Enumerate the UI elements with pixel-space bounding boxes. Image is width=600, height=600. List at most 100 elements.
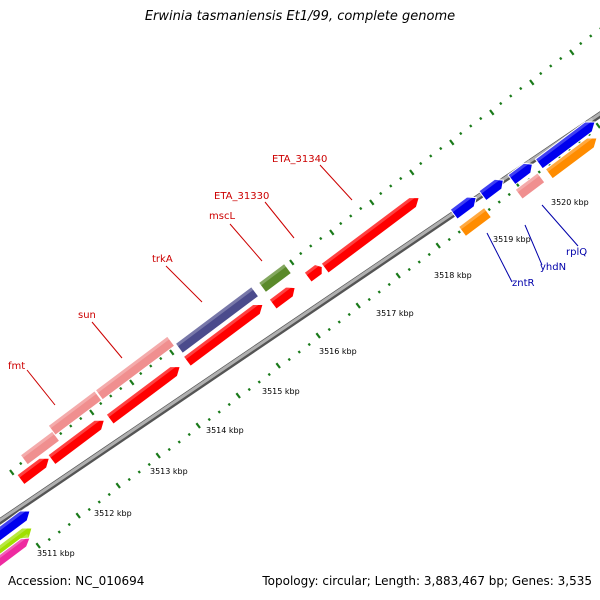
inner-tick <box>347 312 351 317</box>
leader-line-fmt <box>26 369 56 406</box>
gene-red-bar-3 <box>105 361 181 425</box>
inner-tick <box>67 522 71 527</box>
outer-tick <box>459 131 463 136</box>
outer-tick <box>449 139 455 146</box>
outer-tick <box>479 116 483 121</box>
gene-labels: fmt sun trkA mscL ETA_31330 ETA_31340 zntR yhdN… <box>8 154 587 372</box>
gene-label-rplQ: rplQ <box>566 247 587 258</box>
gene-label-ETA_31330: ETA_31330 <box>214 191 269 202</box>
gene-mscL-bar <box>257 262 293 294</box>
gene-track <box>0 117 598 573</box>
inner-tick <box>307 342 311 347</box>
outer-tick <box>489 109 495 116</box>
gene-label-mscL: mscL <box>209 211 235 222</box>
kbp-labels: 3511 kbp 3512 kbp 3513 kbp 3514 kbp 3515 kbp… <box>37 198 589 558</box>
leader-line-yhdN <box>524 224 543 266</box>
outer-tick <box>519 86 523 91</box>
outer-tick <box>59 431 63 436</box>
outer-tick <box>409 169 415 176</box>
kbp-label: 3513 kbp <box>150 467 188 476</box>
inner-tick <box>427 252 431 257</box>
inner-tick <box>355 302 361 309</box>
outer-tick <box>9 469 15 476</box>
gene-red-bar-5 <box>268 282 296 310</box>
map-title: Erwinia tasmaniensis Et1/99, complete ge… <box>144 9 456 24</box>
outer-tick <box>299 251 303 256</box>
gene-label-ETA_31340: ETA_31340 <box>272 154 327 165</box>
leader-line-ETA_31340 <box>319 164 353 201</box>
leader-line-zntR <box>486 232 513 283</box>
inner-tick <box>267 372 271 377</box>
outer-tick <box>419 161 423 166</box>
inner-tick <box>115 482 121 489</box>
kbp-label: 3515 kbp <box>262 387 300 396</box>
gene-yhdN-bar <box>514 172 546 200</box>
outer-tick <box>159 356 163 361</box>
inner-tick <box>137 470 141 474</box>
kbp-label: 3512 kbp <box>94 509 132 518</box>
gene-blue-bar-3 <box>507 159 533 186</box>
outer-tick <box>359 206 363 211</box>
outer-tick <box>119 386 123 391</box>
outer-tick <box>349 214 353 218</box>
gene-label-zntR: zntR <box>512 278 535 289</box>
leader-line-rplQ <box>541 204 579 247</box>
outer-tick <box>139 371 143 376</box>
inner-tick <box>417 260 421 264</box>
outer-tick <box>509 94 513 98</box>
inner-tick <box>87 507 91 512</box>
inner-tick <box>227 402 231 407</box>
topology-summary-text: Topology: circular; Length: 3,883,467 bp… <box>262 574 592 588</box>
inner-tick <box>377 290 381 294</box>
kbp-label: 3520 kbp <box>551 198 589 207</box>
inner-tick <box>207 417 211 422</box>
inner-tick <box>107 492 111 497</box>
outer-tick <box>569 49 575 56</box>
gene-red-bar-6 <box>303 261 323 283</box>
inner-tick <box>235 392 241 399</box>
outer-tick <box>499 101 503 106</box>
inner-tick <box>407 267 411 272</box>
leader-line-ETA_31330 <box>264 201 295 239</box>
inner-tick <box>35 542 41 549</box>
inner-tick <box>387 282 391 287</box>
outer-tick <box>129 379 135 386</box>
outer-tick <box>109 394 113 398</box>
outer-tick <box>69 424 73 428</box>
inner-tick <box>287 357 291 362</box>
outer-tick-track <box>9 27 600 476</box>
outer-tick <box>589 34 593 38</box>
backbone-track <box>0 111 600 525</box>
label-leader-lines <box>26 164 579 406</box>
gene-blue-bar-2 <box>478 175 504 202</box>
inner-tick <box>487 207 491 212</box>
inner-tick <box>435 242 441 249</box>
outer-tick <box>379 191 383 196</box>
outer-tick <box>389 184 393 188</box>
kbp-label: 3514 kbp <box>206 426 244 435</box>
gene-sun-bar <box>94 335 176 401</box>
inner-tick <box>457 230 461 234</box>
leader-line-mscL <box>229 223 263 262</box>
outer-tick <box>99 401 103 406</box>
outer-tick <box>19 461 23 466</box>
inner-tick <box>257 380 261 384</box>
kbp-label: 3516 kbp <box>319 347 357 356</box>
inner-tick <box>247 387 251 392</box>
outer-tick <box>469 124 473 128</box>
inner-tick <box>497 200 501 204</box>
accession-text: Accession: NC_010694 <box>8 574 145 588</box>
kbp-label: 3519 kbp <box>493 235 531 244</box>
kbp-label: 3518 kbp <box>434 271 472 280</box>
gene-label-trkA: trkA <box>152 254 173 265</box>
inner-tick-track <box>35 122 600 549</box>
inner-tick <box>127 477 131 482</box>
gene-orange-bar-right <box>544 133 598 180</box>
inner-tick <box>275 362 281 369</box>
outer-tick <box>439 146 443 151</box>
gene-red-bar-2 <box>47 415 106 466</box>
inner-tick <box>367 297 371 302</box>
gene-fmt-bar <box>19 430 61 466</box>
gene-label-fmt: fmt <box>8 361 25 372</box>
